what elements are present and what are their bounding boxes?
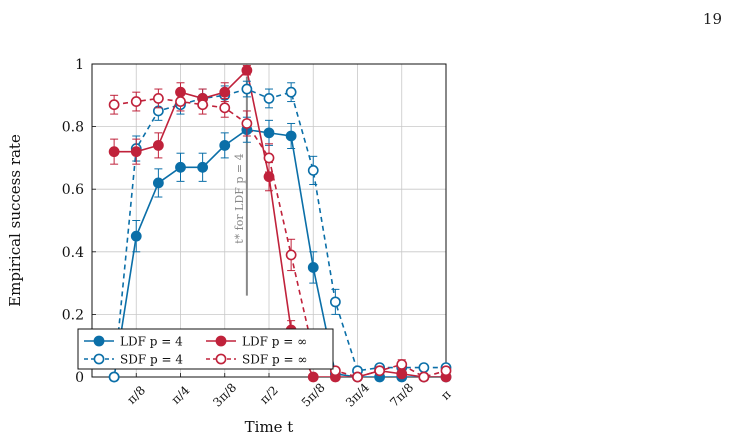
data-point [263, 93, 275, 104]
data-point [396, 359, 408, 370]
legend-marker [215, 353, 227, 365]
data-point [219, 102, 231, 114]
data-point [329, 296, 341, 308]
series-line-2 [114, 68, 446, 377]
data-point [152, 93, 164, 104]
x-tick-label: π/8 [124, 383, 148, 407]
legend-marker [215, 335, 227, 347]
data-point [130, 146, 142, 158]
legend-marker [93, 335, 105, 347]
data-point [130, 230, 142, 242]
data-point [175, 96, 186, 107]
series-line-3 [114, 97, 446, 377]
legend-item-0: LDF p = 4 [84, 335, 183, 349]
data-point [374, 365, 386, 377]
legend-item-3: SDF p = ∞ [206, 353, 307, 367]
data-point [175, 161, 186, 173]
legend-label: SDF p = 4 [120, 353, 183, 367]
x-tick-label: 3π/4 [343, 380, 372, 409]
data-point [241, 64, 253, 76]
x-tick-label: 3π/8 [210, 380, 239, 409]
data-point [108, 99, 120, 111]
legend-label: LDF p = 4 [120, 335, 183, 349]
data-point [108, 146, 120, 158]
series-line-1 [113, 88, 446, 377]
x-tick-label: π/2 [257, 383, 281, 407]
legend-item-1: SDF p = 4 [84, 353, 183, 367]
x-tick-label: 7π/8 [387, 380, 416, 409]
data-point [418, 362, 430, 374]
legend-box [77, 328, 334, 370]
y-tick-label: 0.4 [62, 245, 84, 261]
x-tick-label: 5π/8 [299, 380, 328, 409]
legend-item-2: LDF p = ∞ [206, 335, 307, 349]
data-point [219, 139, 231, 151]
y-tick-label: 0.2 [62, 307, 84, 323]
data-point [219, 86, 231, 98]
y-tick-label: 0 [75, 370, 84, 386]
data-point [285, 249, 297, 261]
annotation-label: t* for LDF p = 4 [233, 153, 246, 243]
data-point [352, 371, 363, 383]
series-3-marks [108, 88, 452, 383]
legend-marker [93, 353, 105, 365]
y-axis-label: Empirical success rate [6, 134, 24, 307]
data-point [241, 118, 253, 129]
x-tick-label: π [438, 387, 454, 403]
x-axis-label: Time t [245, 418, 294, 436]
data-point [152, 177, 164, 189]
y-tick-label: 0.8 [62, 120, 84, 136]
x-tick-label: π/4 [169, 383, 193, 407]
data-point [307, 371, 319, 383]
data-point [263, 152, 275, 164]
data-point [108, 371, 120, 383]
data-point [418, 371, 430, 383]
legend-label: SDF p = ∞ [242, 353, 307, 367]
y-tick-label: 0.6 [62, 182, 84, 198]
legend-label: LDF p = ∞ [242, 335, 307, 349]
data-point [263, 127, 275, 139]
data-point [307, 262, 319, 273]
series-line-0 [113, 128, 446, 377]
data-point [285, 130, 297, 142]
data-point [130, 96, 142, 107]
data-point [307, 165, 319, 176]
data-point [285, 86, 297, 98]
series-lines [113, 68, 446, 377]
page-number: 19 [702, 10, 722, 28]
data-point [241, 83, 253, 95]
data-point [197, 161, 209, 173]
data-point [263, 171, 275, 183]
legend: LDF p = 4 SDF p = 4 LDF p = ∞ SDF p = ∞ [77, 328, 334, 370]
data-point [152, 139, 164, 151]
y-tick-label: 1 [75, 57, 84, 73]
data-point [197, 99, 209, 111]
data-point [396, 368, 408, 380]
data-point [440, 365, 452, 377]
